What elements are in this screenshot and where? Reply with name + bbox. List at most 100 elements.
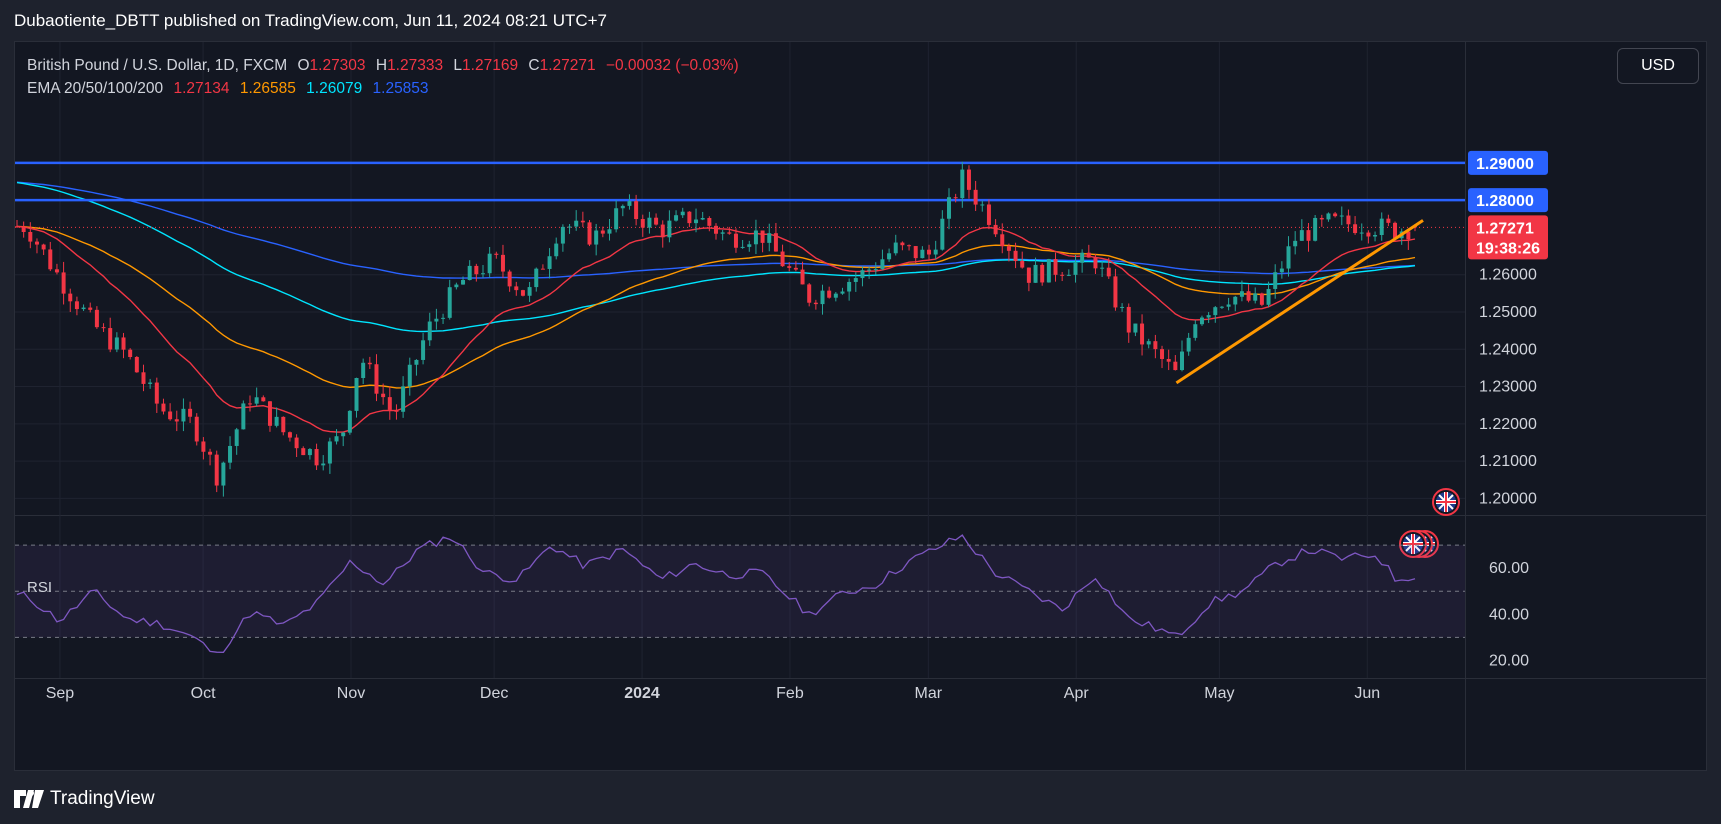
candle-body	[813, 302, 818, 305]
candle-body	[960, 169, 965, 199]
candle-body	[461, 280, 466, 285]
candle-body	[327, 441, 332, 464]
candle-body	[41, 244, 46, 250]
candle-body	[873, 269, 878, 271]
candle-body	[1113, 276, 1118, 308]
candle-body	[534, 268, 539, 288]
candle-body	[1060, 274, 1065, 276]
candle-body	[1393, 222, 1398, 239]
candle-body	[707, 217, 712, 226]
uk-event-icon-cross-r	[1436, 492, 1456, 512]
candle-body	[1366, 232, 1371, 237]
candle-body	[973, 189, 978, 205]
candle-body	[833, 293, 838, 298]
rsi-label: RSI	[27, 579, 53, 596]
candle-body	[600, 230, 605, 234]
legend-c-label: C	[528, 57, 540, 74]
candle-body	[1066, 274, 1071, 276]
price-tick-label: 1.21000	[1479, 453, 1537, 470]
legend-ema-label[interactable]: EMA 20/50/100/200	[27, 80, 164, 97]
candle-body	[674, 215, 679, 221]
rsi-line	[16, 534, 1416, 653]
candle-body	[660, 224, 665, 238]
last-price-tag	[1468, 215, 1548, 260]
candle-body	[1193, 324, 1198, 338]
candle-body	[394, 409, 399, 412]
candle-body	[374, 364, 379, 394]
candle-body	[1080, 252, 1085, 263]
candle-body	[654, 217, 659, 225]
candle-body	[188, 408, 193, 417]
candle-body	[441, 317, 446, 319]
candle-body	[1359, 232, 1364, 234]
candle-body	[88, 307, 93, 310]
legend-l-label: L	[453, 57, 463, 74]
candle-body	[640, 219, 645, 228]
time-tick-label: Feb	[776, 685, 804, 702]
candle-body	[547, 256, 552, 269]
candle-body	[474, 265, 479, 275]
ema-20-line	[16, 225, 1416, 433]
price-tag-1-29	[1468, 150, 1548, 175]
legend-ema100: 1.26079	[306, 80, 363, 97]
candle-body	[733, 233, 738, 248]
time-tick-label: Apr	[1064, 685, 1090, 702]
candle-body	[953, 197, 958, 199]
candle-body	[634, 201, 639, 220]
candle-body	[1033, 264, 1038, 283]
legend-ema50: 1.26585	[239, 80, 296, 97]
candle-body	[134, 356, 139, 373]
candle-body	[1386, 218, 1391, 223]
legend-ema200: 1.25853	[372, 80, 429, 97]
candle-body	[1173, 361, 1178, 371]
candle-body	[487, 253, 492, 274]
candle-body	[1126, 306, 1131, 333]
candle-body	[727, 232, 732, 234]
legend-symbol[interactable]: British Pound / U.S. Dollar, 1D, FXCM	[27, 57, 288, 74]
countdown-text: 19:38:26	[1476, 240, 1540, 257]
tradingview-logo[interactable]: TradingView	[14, 786, 155, 812]
candle-body	[887, 253, 892, 260]
chart-canvas[interactable]: 1.20000 1.21000 1.22000 1.23000 1.24000 1.250…	[15, 42, 1707, 771]
candle-body	[447, 287, 452, 318]
candle-body	[1160, 349, 1165, 359]
price-tag-1-29-text: 1.29000	[1476, 156, 1534, 173]
legend-o-label: O	[297, 57, 310, 74]
candle-body	[1339, 215, 1344, 217]
time-tick-label: Dec	[480, 685, 508, 702]
candle-body	[920, 249, 925, 259]
candle-body	[720, 232, 725, 234]
candle-body	[740, 246, 745, 248]
candle-body	[1286, 246, 1291, 269]
candle-body	[980, 204, 985, 206]
candle-body	[467, 265, 472, 281]
candle-body	[620, 205, 625, 209]
candle-body	[1353, 224, 1358, 234]
tradingview-logo-icon	[14, 790, 44, 808]
tradingview-brand: TradingView	[50, 788, 155, 809]
candle-body	[1379, 218, 1384, 236]
candle-body	[933, 249, 938, 255]
candle-body	[287, 432, 292, 438]
candle-body	[760, 230, 765, 243]
currency-button[interactable]: USD	[1617, 48, 1699, 84]
candle-body	[647, 217, 652, 228]
candle-body	[1206, 315, 1211, 318]
candle-body	[1199, 317, 1204, 325]
candle-body	[753, 230, 758, 245]
candle-body	[574, 220, 579, 227]
chart-frame[interactable]: 1.20000 1.21000 1.22000 1.23000 1.24000 1.250…	[14, 41, 1707, 771]
candle-body	[194, 416, 199, 442]
candle-body	[1093, 257, 1098, 269]
time-tick-label: Nov	[337, 685, 365, 702]
candle-body	[880, 259, 885, 270]
candle-body	[254, 397, 259, 404]
candle-body	[1226, 304, 1231, 307]
candle-body	[840, 291, 845, 294]
candle-body	[1319, 217, 1324, 220]
candle-body	[141, 372, 146, 384]
candle-body	[1166, 358, 1171, 362]
time-tick-label: Oct	[191, 685, 216, 702]
candle-body	[1239, 291, 1244, 297]
candle-body	[208, 451, 213, 455]
